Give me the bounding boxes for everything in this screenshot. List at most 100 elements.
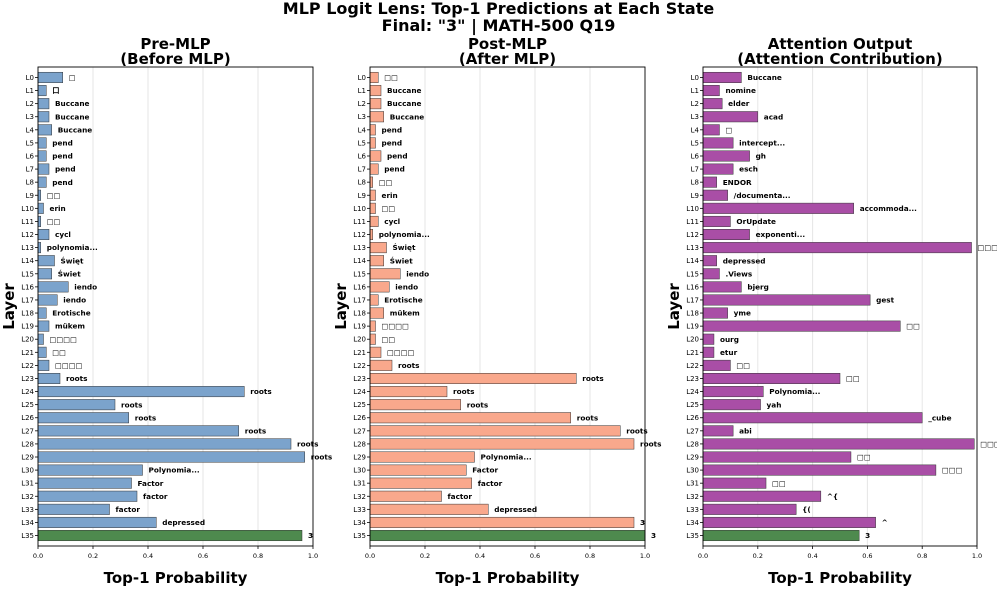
y-tick-label-2-1: L1 <box>691 87 699 95</box>
bar-2-L16 <box>702 281 742 293</box>
bar-label-1-0: □□ <box>384 73 398 82</box>
y-tick-label-2-27: L27 <box>686 427 699 435</box>
y-tick-label-2-14: L14 <box>686 257 699 265</box>
chart-panel-0: Pre-MLP(Before MLP) 0.0 0.2 0.4 0.6 0.8 1.0 L0 □… <box>0 35 332 587</box>
bar-0-L20 <box>37 333 44 345</box>
bar-label-2-13: □□□ <box>978 243 997 252</box>
y-tick-label-2-8: L8 <box>691 179 699 187</box>
bar-label-0-22: □□□□ <box>55 361 83 370</box>
bar-0-L22 <box>37 359 50 371</box>
bar-label-2-7: esch <box>739 165 758 174</box>
bar-label-1-21: □□□□ <box>387 348 415 357</box>
chart-panel-2: Attention Output(Attention Contribution)… <box>665 35 997 587</box>
y-tick-label-2-10: L10 <box>686 205 699 213</box>
bar-label-0-1: 口 <box>52 86 59 95</box>
bar-label-1-1: Buccane <box>387 86 422 95</box>
bar-2-L17 <box>702 294 871 306</box>
y-tick-label-2-17: L17 <box>686 296 699 304</box>
panel-subtitle-1: (After MLP) <box>459 50 556 68</box>
y-tick-label-0-18: L18 <box>21 310 34 318</box>
y-tick-label-0-35: L35 <box>21 532 34 540</box>
bar-label-0-35: 3 <box>308 531 313 540</box>
y-tick-label-2-22: L22 <box>686 362 699 370</box>
y-tick-label-0-16: L16 <box>21 283 34 291</box>
y-tick-label-0-33: L33 <box>21 506 34 514</box>
y-tick-label-1-21: L21 <box>353 349 366 357</box>
y-tick-label-1-8: L8 <box>358 179 366 187</box>
bar-2-L7 <box>702 163 734 175</box>
bar-label-2-18: yme <box>734 309 751 318</box>
bar-label-2-0: Buccane <box>747 73 782 82</box>
x-tick-label-1-2: 0.4 <box>475 552 485 560</box>
y-tick-label-0-30: L30 <box>21 467 34 475</box>
y-tick-label-0-15: L15 <box>21 270 34 278</box>
bar-1-L28 <box>369 438 635 450</box>
y-tick-label-2-30: L30 <box>686 467 699 475</box>
y-tick-label-1-25: L25 <box>353 401 366 409</box>
bar-label-1-10: □□ <box>382 204 396 213</box>
y-tick-label-0-20: L20 <box>21 336 34 344</box>
y-tick-label-1-32: L32 <box>353 493 366 501</box>
y-tick-label-1-15: L15 <box>353 270 366 278</box>
bar-label-0-31: Factor <box>138 479 164 488</box>
bar-2-L24 <box>702 386 764 398</box>
bar-label-0-2: Buccane <box>55 99 90 108</box>
y-tick-label-2-13: L13 <box>686 244 699 252</box>
bar-label-2-27: abi <box>739 426 752 435</box>
y-tick-label-0-22: L22 <box>21 362 34 370</box>
y-tick-label-0-24: L24 <box>21 388 34 396</box>
bar-0-L1 <box>37 85 47 97</box>
bar-0-L10 <box>37 202 44 214</box>
y-tick-label-1-35: L35 <box>353 532 366 540</box>
bar-2-L2 <box>702 98 723 110</box>
bar-label-1-30: Factor <box>472 466 498 475</box>
bar-2-L15 <box>702 268 720 280</box>
bar-2-L18 <box>702 307 728 319</box>
bar-label-1-27: roots <box>626 426 647 435</box>
bar-1-L14 <box>369 255 384 267</box>
bar-label-1-7: pend <box>384 165 405 174</box>
y-tick-label-1-0: L0 <box>358 74 366 82</box>
bar-0-L26 <box>37 412 129 424</box>
x-tick-label-2-2: 0.4 <box>807 552 817 560</box>
y-tick-label-0-19: L19 <box>21 323 34 331</box>
y-tick-label-2-7: L7 <box>691 166 699 174</box>
bar-label-2-5: intercept... <box>739 139 785 148</box>
y-tick-label-0-12: L12 <box>21 231 34 239</box>
bar-label-2-16: bjerg <box>747 282 769 291</box>
bar-label-2-11: OrUpdate <box>736 217 776 226</box>
x-axis-label-1: Top-1 Probability <box>436 569 580 587</box>
bar-label-0-33: factor <box>116 505 141 514</box>
bar-label-2-28: □□□ <box>980 440 997 449</box>
bar-2-L28 <box>702 438 975 450</box>
bar-1-L16 <box>369 281 390 293</box>
bar-label-0-11: □□ <box>47 217 61 226</box>
bar-label-2-22: □□ <box>736 361 750 370</box>
y-tick-label-2-31: L31 <box>686 480 699 488</box>
bar-0-L17 <box>37 294 58 306</box>
chart-panel-1: Post-MLP(After MLP) 0.0 0.2 0.4 0.6 0.8 1.0 L0 □… <box>332 35 661 587</box>
y-tick-label-0-2: L2 <box>26 100 34 108</box>
y-tick-label-0-32: L32 <box>21 493 34 501</box>
bar-label-1-22: roots <box>398 361 419 370</box>
bar-1-L1 <box>369 85 382 97</box>
bar-1-L19 <box>369 320 376 332</box>
bar-1-L11 <box>369 215 379 227</box>
bar-2-L9 <box>702 189 728 201</box>
y-tick-label-2-29: L29 <box>686 454 699 462</box>
bar-0-L6 <box>37 150 47 162</box>
bar-0-L2 <box>37 98 50 110</box>
y-tick-label-2-20: L20 <box>686 336 699 344</box>
y-tick-label-1-30: L30 <box>353 467 366 475</box>
bar-label-0-25: roots <box>121 400 142 409</box>
bar-1-L17 <box>369 294 379 306</box>
bar-label-0-19: mükem <box>55 322 85 331</box>
bar-label-0-23: roots <box>66 374 87 383</box>
x-tick-label-2-5: 1.0 <box>972 552 982 560</box>
bar-1-L26 <box>369 412 571 424</box>
y-tick-label-1-28: L28 <box>353 440 366 448</box>
bar-label-0-27: roots <box>245 426 266 435</box>
bar-label-1-31: factor <box>478 479 503 488</box>
bar-2-L0 <box>702 71 742 83</box>
